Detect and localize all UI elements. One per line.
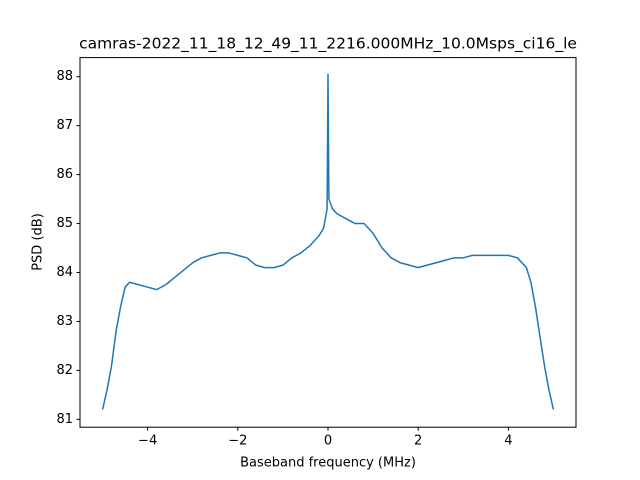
x-tick-label: 0 <box>324 434 332 449</box>
x-tick-label: −4 <box>138 434 157 449</box>
y-tick-label: 81 <box>56 412 73 427</box>
x-tick-label: 4 <box>504 434 512 449</box>
y-tick-label: 86 <box>56 167 73 182</box>
y-tick-label: 87 <box>56 118 73 133</box>
x-axis-label: Baseband frequency (MHz) <box>240 456 416 471</box>
y-tick-label: 82 <box>56 363 73 378</box>
y-tick-label: 88 <box>56 69 73 84</box>
x-tick-label: −2 <box>228 434 247 449</box>
y-axis-label: PSD (dB) <box>31 213 46 271</box>
psd-line <box>101 73 555 410</box>
chart-title: camras-2022_11_18_12_49_11_2216.000MHz_1… <box>79 35 577 54</box>
axes-frame <box>79 57 577 428</box>
x-tick-label: 2 <box>414 434 422 449</box>
y-tick-label: 85 <box>56 216 73 231</box>
y-tick-label: 83 <box>56 314 73 329</box>
y-tick-label: 84 <box>56 265 73 280</box>
